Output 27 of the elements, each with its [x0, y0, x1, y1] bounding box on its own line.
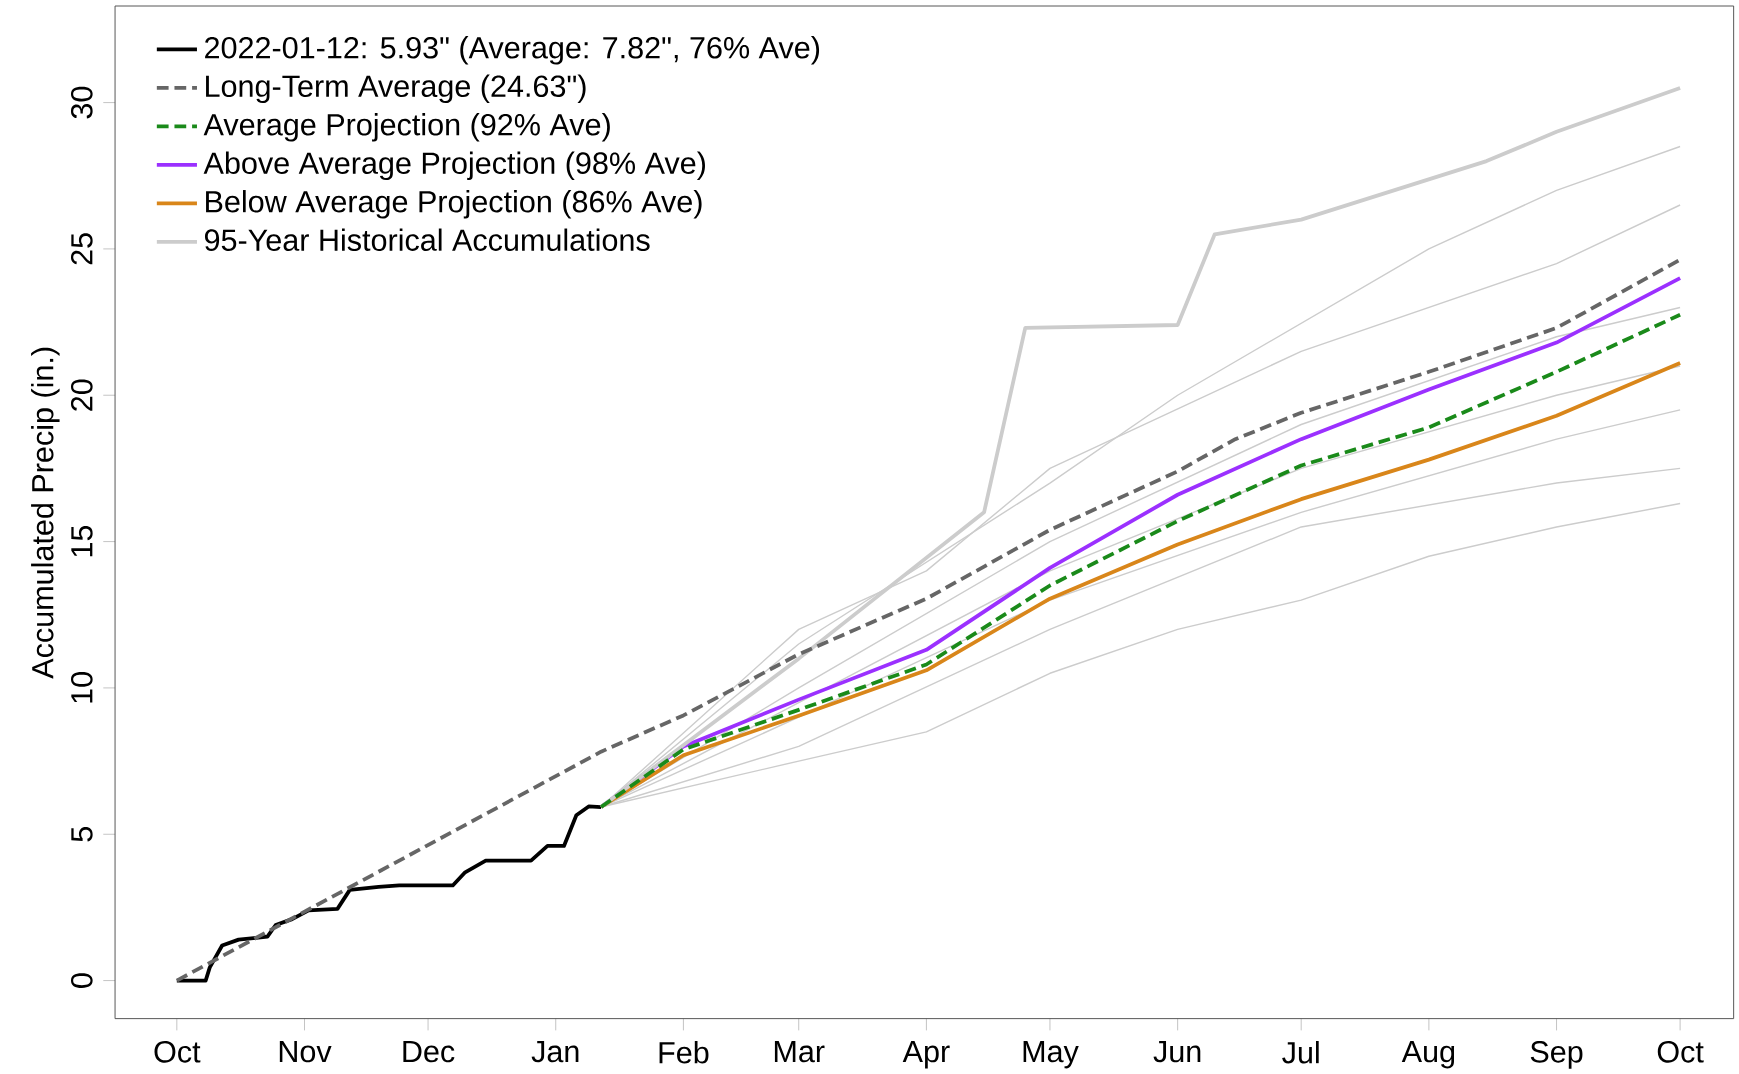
legend-label: Average Projection (92% Ave) — [203, 113, 610, 142]
x-tick-label: Feb — [659, 1040, 709, 1064]
legend-label: Below Average Projection (86% Ave) — [206, 189, 702, 219]
x-tick-label: May — [1023, 1040, 1079, 1069]
x-tick-label: Jul — [1282, 1040, 1319, 1064]
y-axis-title: Accumulated Precip (in.) — [31, 347, 60, 679]
x-tick-label: Nov — [279, 1040, 332, 1063]
x-tick-label: Mar — [774, 1040, 825, 1063]
legend-label: Long-Term Average (24.63") — [206, 74, 586, 104]
legend-label: 95-Year Historical Accumulations — [204, 228, 650, 251]
y-tick-label: 30 — [70, 86, 93, 119]
y-tick-label: 25 — [70, 233, 93, 265]
x-tick-label: Oct — [1657, 1040, 1704, 1063]
y-tick-label: 20 — [70, 379, 93, 411]
x-tick-label: Aug — [1401, 1040, 1455, 1069]
y-tick-label: 0 — [70, 973, 93, 988]
legend-label: Above Average Projection (98% Ave) — [203, 151, 705, 180]
x-tick-label: Sep — [1530, 1040, 1583, 1069]
x-tick-label: Dec — [403, 1040, 455, 1063]
x-tick-label: Oct — [154, 1040, 201, 1063]
y-tick-label: 15 — [71, 525, 93, 557]
x-tick-label: Jan — [531, 1040, 579, 1063]
y-tick-label: 10 — [70, 672, 93, 703]
x-tick-label: Apr — [902, 1040, 950, 1069]
legend-label: 2022-01-12: 5.93" (Average: 7.82", 76% Ave) — [205, 36, 820, 65]
y-tick-label: 5 — [71, 826, 93, 842]
x-tick-label: Jun — [1153, 1040, 1201, 1063]
